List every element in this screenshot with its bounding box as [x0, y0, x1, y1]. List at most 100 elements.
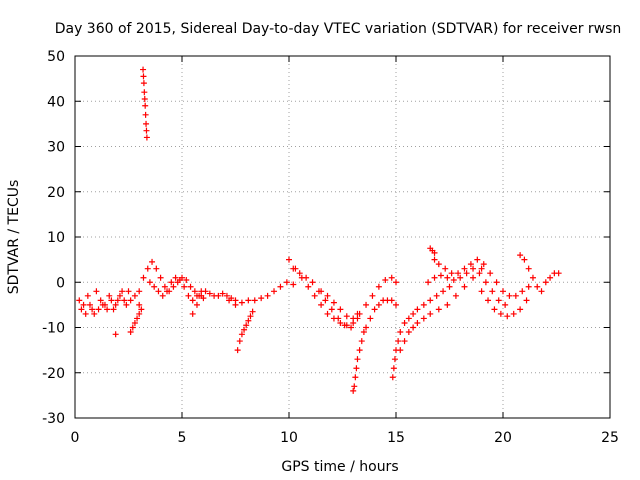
data-point — [161, 283, 168, 290]
data-point — [97, 297, 104, 304]
data-point — [170, 283, 177, 290]
data-point — [290, 281, 297, 288]
data-point — [181, 283, 188, 290]
data-point — [136, 310, 143, 317]
data-point — [176, 276, 183, 283]
data-point — [330, 299, 337, 306]
data-point — [143, 127, 150, 134]
data-point — [433, 292, 440, 299]
data-point — [82, 310, 89, 317]
y-tick-label: 20 — [47, 185, 65, 201]
data-point — [350, 315, 357, 322]
data-point — [305, 283, 312, 290]
data-point — [455, 270, 462, 277]
data-point — [474, 256, 481, 263]
data-point — [142, 111, 149, 118]
data-point — [461, 265, 468, 272]
data-point — [131, 319, 138, 326]
data-point — [322, 297, 329, 304]
series-arc-16-20h-a — [431, 256, 532, 299]
data-point — [510, 310, 517, 317]
data-point — [444, 301, 451, 308]
series-arc-5-6h — [189, 288, 239, 317]
data-point — [258, 295, 265, 302]
data-point — [309, 279, 316, 286]
series-spike-16-7h — [427, 245, 438, 256]
data-point — [119, 288, 126, 295]
series-arc-11-14h — [318, 274, 399, 322]
series-early-cluster-a — [76, 288, 143, 313]
data-point — [375, 283, 382, 290]
data-point — [482, 279, 489, 286]
data-point — [425, 279, 432, 286]
data-point — [388, 274, 395, 281]
data-point — [440, 288, 447, 295]
data-point — [401, 319, 408, 326]
data-point — [410, 310, 417, 317]
data-point — [431, 256, 438, 263]
data-point — [318, 301, 325, 308]
data-point — [243, 322, 250, 329]
y-tick-label: 0 — [56, 275, 65, 291]
data-point — [463, 270, 470, 277]
data-point — [504, 313, 511, 320]
data-point — [478, 265, 485, 272]
data-point — [215, 292, 222, 299]
data-point — [232, 301, 239, 308]
series-arc-10-13h-b — [290, 265, 361, 331]
y-axis-title: SDTVAR / TECUs — [6, 180, 22, 295]
data-point — [363, 301, 370, 308]
data-point — [251, 297, 258, 304]
data-point — [397, 329, 404, 336]
data-point — [388, 297, 395, 304]
data-point — [391, 356, 398, 363]
data-point — [264, 292, 271, 299]
data-point — [185, 292, 192, 299]
data-point — [140, 73, 147, 80]
data-point — [341, 322, 348, 329]
data-point — [153, 265, 160, 272]
data-point — [335, 315, 342, 322]
data-point — [141, 95, 148, 102]
data-point — [149, 258, 156, 265]
data-point — [286, 256, 292, 263]
data-point — [450, 276, 457, 283]
data-point — [318, 288, 325, 295]
data-point — [172, 274, 179, 281]
data-point — [442, 265, 449, 272]
data-point — [502, 301, 509, 308]
data-point — [427, 310, 434, 317]
data-point — [114, 297, 121, 304]
data-point — [141, 89, 148, 96]
data-point — [542, 279, 549, 286]
data-point — [116, 292, 123, 299]
data-point — [382, 276, 389, 283]
data-point — [112, 301, 119, 308]
data-point — [303, 274, 310, 281]
x-tick-label: 10 — [280, 430, 298, 446]
y-tick-label: -10 — [42, 321, 65, 337]
data-points — [76, 66, 562, 394]
data-point — [414, 306, 421, 313]
data-point — [350, 387, 357, 394]
data-point — [491, 306, 498, 313]
data-point — [369, 292, 376, 299]
data-point — [136, 288, 143, 295]
data-point — [123, 301, 130, 308]
data-point — [517, 306, 524, 313]
data-point — [525, 283, 532, 290]
data-point — [470, 274, 477, 281]
data-point — [296, 270, 303, 277]
data-point — [393, 301, 399, 308]
data-point — [375, 301, 382, 308]
data-point — [360, 329, 367, 336]
data-point — [155, 288, 162, 295]
data-point — [437, 272, 444, 279]
data-point — [129, 324, 136, 331]
data-point — [159, 292, 166, 299]
data-point — [140, 80, 147, 87]
data-point — [191, 288, 198, 295]
data-point — [241, 326, 248, 333]
